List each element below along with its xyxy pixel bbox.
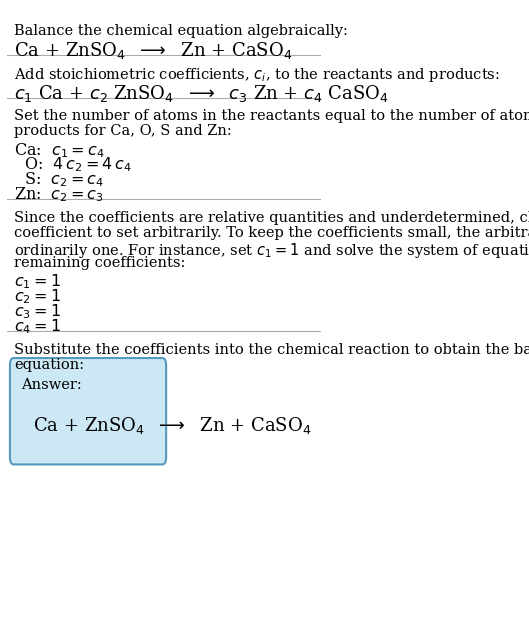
- Text: S:  $c_2 = c_4$: S: $c_2 = c_4$: [14, 171, 104, 189]
- Text: Substitute the coefficients into the chemical reaction to obtain the balanced: Substitute the coefficients into the che…: [14, 343, 529, 357]
- Text: equation:: equation:: [14, 358, 84, 372]
- Text: $c_1 = 1$: $c_1 = 1$: [14, 273, 60, 292]
- Text: Answer:: Answer:: [21, 378, 81, 392]
- Text: $c_3 = 1$: $c_3 = 1$: [14, 302, 60, 321]
- Text: Balance the chemical equation algebraically:: Balance the chemical equation algebraica…: [14, 24, 348, 38]
- Text: $c_2 = 1$: $c_2 = 1$: [14, 288, 60, 306]
- Text: Ca + ZnSO$_4$  $\longrightarrow$  Zn + CaSO$_4$: Ca + ZnSO$_4$ $\longrightarrow$ Zn + CaS…: [33, 415, 311, 436]
- Text: Ca + ZnSO$_4$  $\longrightarrow$  Zn + CaSO$_4$: Ca + ZnSO$_4$ $\longrightarrow$ Zn + CaS…: [14, 40, 292, 61]
- Text: ordinarily one. For instance, set $c_1 = 1$ and solve the system of equations fo: ordinarily one. For instance, set $c_1 =…: [14, 241, 529, 260]
- Text: O:  $4\,c_2 = 4\,c_4$: O: $4\,c_2 = 4\,c_4$: [14, 155, 131, 174]
- Text: products for Ca, O, S and Zn:: products for Ca, O, S and Zn:: [14, 124, 232, 138]
- Text: $c_4 = 1$: $c_4 = 1$: [14, 317, 60, 336]
- Text: Set the number of atoms in the reactants equal to the number of atoms in the: Set the number of atoms in the reactants…: [14, 109, 529, 124]
- Text: Add stoichiometric coefficients, $c_i$, to the reactants and products:: Add stoichiometric coefficients, $c_i$, …: [14, 66, 499, 84]
- Text: Since the coefficients are relative quantities and underdetermined, choose a: Since the coefficients are relative quan…: [14, 211, 529, 226]
- Text: Zn:  $c_2 = c_3$: Zn: $c_2 = c_3$: [14, 186, 104, 204]
- Text: Ca:  $c_1 = c_4$: Ca: $c_1 = c_4$: [14, 141, 104, 160]
- Text: coefficient to set arbitrarily. To keep the coefficients small, the arbitrary va: coefficient to set arbitrarily. To keep …: [14, 226, 529, 240]
- FancyBboxPatch shape: [10, 358, 166, 465]
- Text: remaining coefficients:: remaining coefficients:: [14, 256, 185, 270]
- Text: $c_1$ Ca + $c_2$ ZnSO$_4$  $\longrightarrow$  $c_3$ Zn + $c_4$ CaSO$_4$: $c_1$ Ca + $c_2$ ZnSO$_4$ $\longrightarr…: [14, 83, 389, 104]
